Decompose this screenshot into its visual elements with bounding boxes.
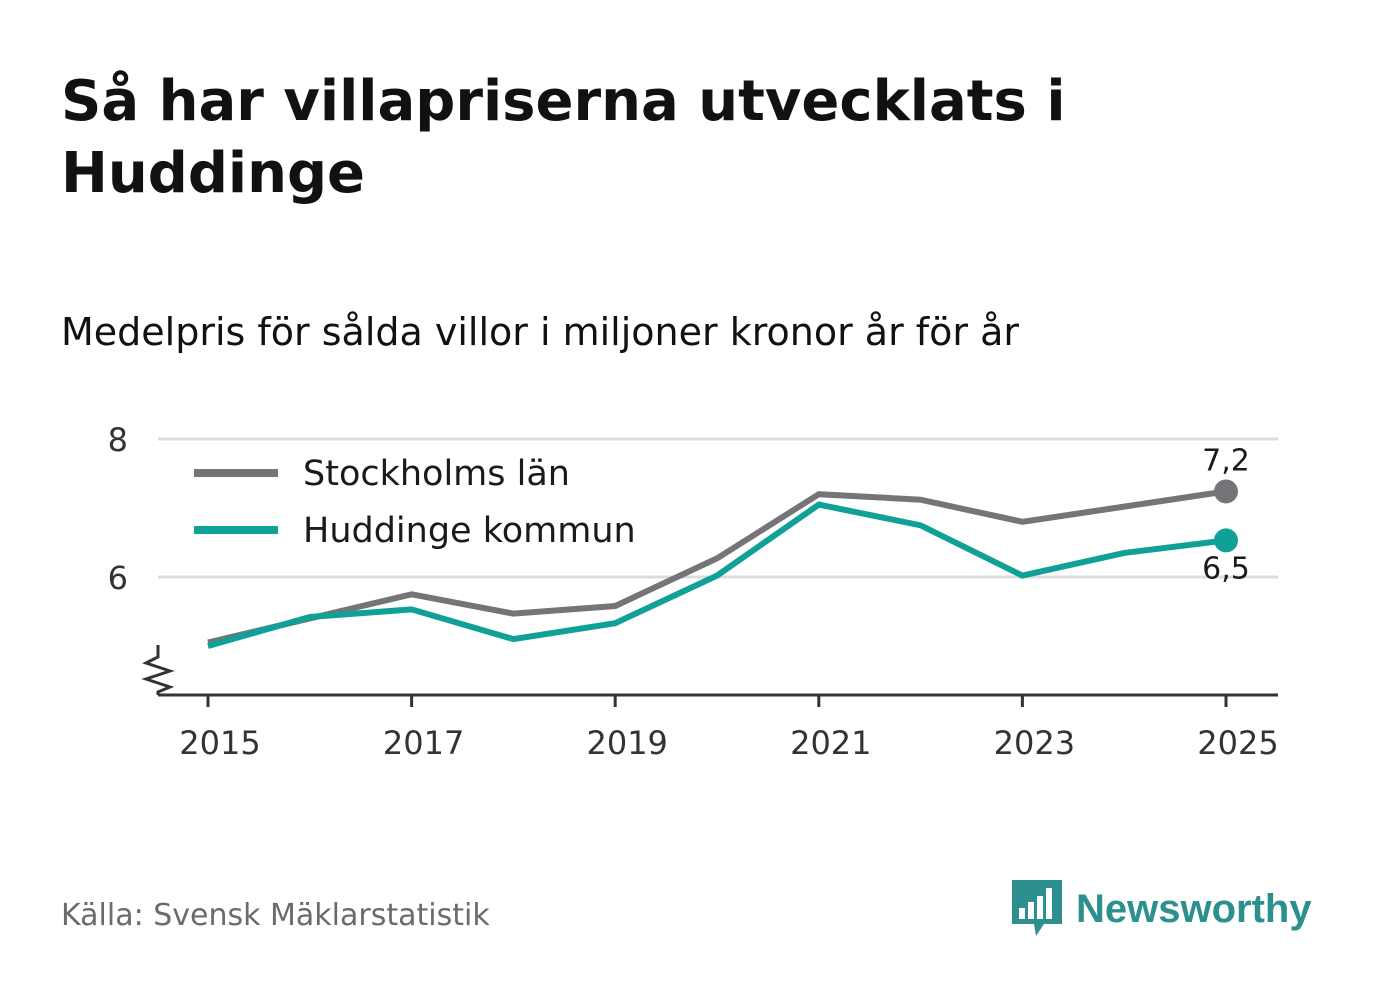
series-end-label: 6,5: [1202, 551, 1250, 586]
x-axis: [141, 645, 1278, 697]
series-lines: [207, 488, 1227, 649]
x-tick-label: 2023: [994, 724, 1075, 762]
brand-logo: Newsworthy: [1010, 878, 1312, 940]
x-tick-label: 2015: [179, 724, 260, 762]
y-axis-ticks: 68: [108, 421, 128, 597]
chart-subtitle: Medelpris för sålda villor i miljoner kr…: [61, 310, 1020, 354]
series-end-point: [1214, 479, 1238, 504]
source-note: Källa: Svensk Mäklarstatistik: [61, 898, 490, 933]
series-end-markers: 7,2 6,5: [1202, 443, 1250, 586]
series-end-label: 7,2: [1202, 443, 1250, 478]
x-tick-label: 2021: [790, 724, 871, 762]
axis-break-icon: [141, 645, 175, 695]
brand-name: Newsworthy: [1076, 886, 1312, 931]
legend: Stockholms län Huddinge kommun: [186, 444, 656, 564]
legend-background: [186, 444, 656, 564]
bar-chart-speech-bubble-icon: [1012, 880, 1062, 936]
legend-label: Stockholms län: [303, 454, 570, 494]
chart-title: Så har villapriserna utvecklats i Huddin…: [61, 69, 1066, 206]
y-tick-label: 6: [108, 559, 128, 597]
y-tick-label: 8: [108, 421, 128, 459]
series-line: [207, 501, 1227, 649]
series-end-point: [1214, 528, 1238, 553]
x-axis-ticks: 2015 2017 2019 2021 2023 2025: [179, 695, 1279, 762]
x-tick-label: 2019: [586, 724, 667, 762]
series-line: [207, 488, 1227, 646]
legend-label: Huddinge kommun: [303, 511, 636, 551]
x-tick-label: 2025: [1197, 724, 1278, 762]
x-tick-label: 2017: [383, 724, 464, 762]
